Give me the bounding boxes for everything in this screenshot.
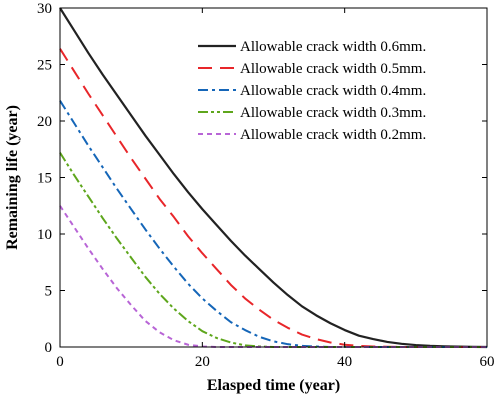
y-tick-label: 5 xyxy=(45,284,53,300)
x-tick-label: 40 xyxy=(337,354,352,370)
x-tick-label: 60 xyxy=(480,354,495,370)
x-axis-title: Elasped time (year) xyxy=(207,377,340,394)
legend-label-0: Allowable crack width 0.6mm. xyxy=(240,39,426,55)
y-axis-title: Remaining life (year) xyxy=(4,105,21,250)
curves-layer xyxy=(59,7,488,349)
legend-label-1: Allowable crack width 0.5mm. xyxy=(240,61,426,77)
y-tick-label: 20 xyxy=(37,114,52,130)
y-tick-label: 30 xyxy=(37,1,52,17)
y-tick-label: 0 xyxy=(45,340,53,356)
legend: Allowable crack width 0.6mm. Allowable cr… xyxy=(198,39,426,143)
y-tick-label: 10 xyxy=(37,227,52,243)
series-line-3 xyxy=(59,152,487,348)
x-tick-label: 20 xyxy=(195,354,210,370)
x-tick-label: 0 xyxy=(56,354,64,370)
series-line-4 xyxy=(59,205,487,348)
legend-label-4: Allowable crack width 0.2mm. xyxy=(240,127,426,143)
ticks-layer: 0 20 40 60 0 5 10 15 20 25 30 xyxy=(37,1,495,370)
legend-label-2: Allowable crack width 0.4mm. xyxy=(240,83,426,99)
y-tick-label: 15 xyxy=(37,171,52,187)
series-line-0 xyxy=(59,7,488,349)
y-tick-label: 25 xyxy=(37,58,52,74)
legend-label-3: Allowable crack width 0.3mm. xyxy=(240,105,426,121)
